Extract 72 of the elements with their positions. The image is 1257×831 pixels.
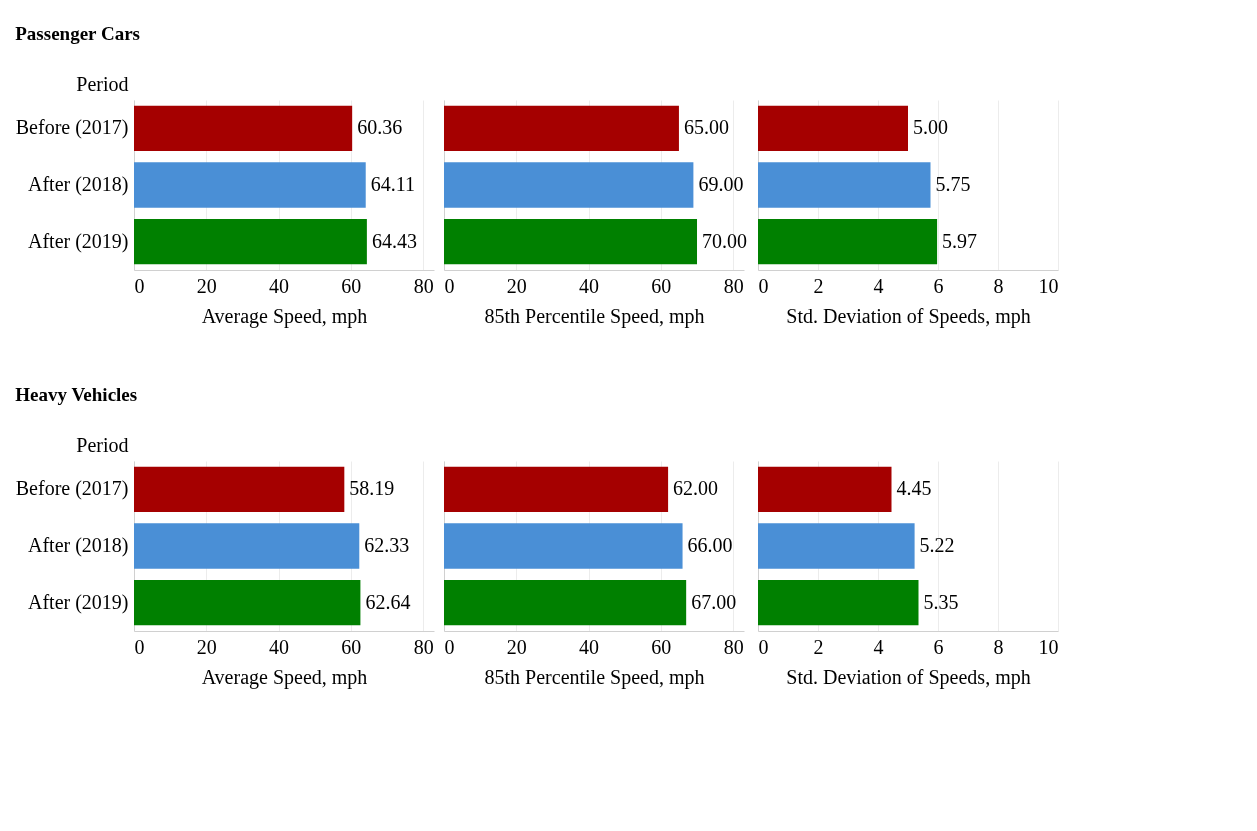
y-axis-title: Period xyxy=(76,433,129,456)
x-axis-title: Average Speed, mph xyxy=(201,304,368,328)
y-tick-label: After (2019) xyxy=(27,229,129,253)
x-tick-label: 4 xyxy=(873,274,884,297)
y-tick-label: After (2019) xyxy=(27,590,129,614)
data-label: 5.75 xyxy=(935,173,971,195)
x-tick-label: 60 xyxy=(651,274,672,297)
chart-title: Passenger Cars xyxy=(15,23,140,44)
x-tick-label: 20 xyxy=(506,635,527,658)
data-label: 62.64 xyxy=(365,590,411,613)
bar xyxy=(134,523,360,569)
x-axis-title: 85th Percentile Speed, mph xyxy=(484,665,705,689)
data-label: 67.00 xyxy=(691,590,737,613)
data-label: 69.00 xyxy=(698,173,744,195)
data-label: 60.36 xyxy=(357,116,403,139)
x-tick-label: 40 xyxy=(579,635,600,658)
x-axis-title: 85th Percentile Speed, mph xyxy=(484,304,705,328)
x-tick-label: 4 xyxy=(873,635,884,658)
data-label: 65.00 xyxy=(683,116,729,139)
x-tick-label: 60 xyxy=(651,635,672,658)
bar xyxy=(444,523,683,569)
x-tick-label: 2 xyxy=(813,635,824,658)
x-tick-label: 0 xyxy=(444,635,455,658)
x-tick-label: 0 xyxy=(444,274,455,297)
x-tick-label: 6 xyxy=(933,274,944,297)
x-tick-label: 0 xyxy=(758,635,769,658)
bar xyxy=(134,580,361,626)
y-tick-label: Before (2017) xyxy=(15,116,129,140)
x-tick-label: 10 xyxy=(1038,274,1059,297)
data-label: 5.00 xyxy=(913,116,948,139)
data-label: 62.00 xyxy=(673,477,719,500)
x-tick-label: 40 xyxy=(269,635,290,658)
x-tick-label: 6 xyxy=(933,635,944,658)
x-tick-label: 80 xyxy=(723,274,744,297)
x-tick-label: 0 xyxy=(134,274,145,297)
x-tick-label: 80 xyxy=(413,635,434,658)
data-label: 5.35 xyxy=(923,590,959,613)
data-label: 5.22 xyxy=(919,534,955,556)
x-tick-label: 8 xyxy=(993,635,1004,658)
x-tick-label: 20 xyxy=(196,635,217,658)
x-tick-label: 2 xyxy=(813,274,824,297)
x-tick-label: 60 xyxy=(341,635,362,658)
x-tick-label: 0 xyxy=(758,274,769,297)
x-axis-title: Std. Deviation of Speeds, mph xyxy=(786,665,1031,689)
x-tick-label: 0 xyxy=(134,635,145,658)
data-label: 62.33 xyxy=(364,534,410,556)
x-axis-title: Average Speed, mph xyxy=(201,665,368,689)
x-tick-label: 80 xyxy=(723,635,744,658)
x-tick-label: 10 xyxy=(1038,635,1059,658)
bar xyxy=(444,580,687,626)
data-label: 70.00 xyxy=(702,229,748,252)
y-tick-label: After (2018) xyxy=(27,173,129,196)
x-tick-label: 40 xyxy=(269,274,290,297)
x-tick-label: 20 xyxy=(506,274,527,297)
data-label: 66.00 xyxy=(687,534,733,556)
x-tick-label: 8 xyxy=(993,274,1004,297)
y-tick-label: After (2018) xyxy=(27,534,129,557)
data-label: 4.45 xyxy=(896,477,932,500)
chart-title: Heavy Vehicles xyxy=(15,384,138,405)
data-label: 58.19 xyxy=(349,477,395,500)
bar xyxy=(134,466,345,512)
x-tick-label: 60 xyxy=(341,274,362,297)
x-tick-label: 20 xyxy=(196,274,217,297)
x-axis-title: Std. Deviation of Speeds, mph xyxy=(786,304,1031,328)
y-tick-label: Before (2017) xyxy=(15,477,129,501)
data-label: 64.43 xyxy=(371,229,417,252)
data-label: 5.97 xyxy=(942,229,978,252)
y-axis-title: Period xyxy=(76,72,129,95)
x-tick-label: 40 xyxy=(579,274,600,297)
bar xyxy=(444,466,669,512)
data-label: 64.11 xyxy=(370,173,415,195)
x-tick-label: 80 xyxy=(413,274,434,297)
